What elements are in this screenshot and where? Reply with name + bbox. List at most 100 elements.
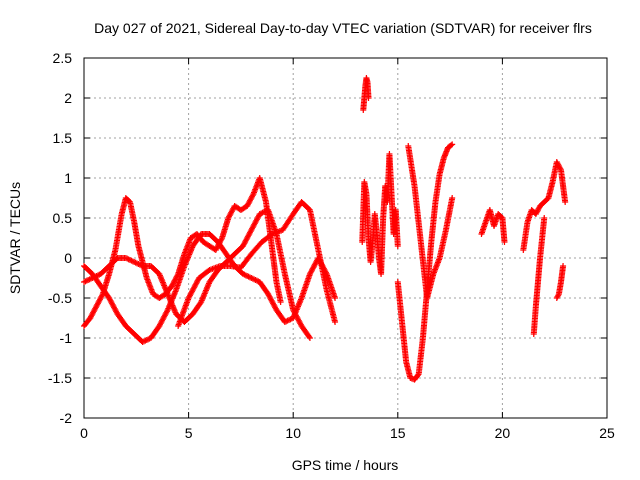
data-point [554,293,561,300]
data-point [246,231,253,237]
data-point [162,311,169,317]
data-point [295,317,302,324]
data-point [241,240,248,247]
data-point [157,320,164,327]
data-point [139,339,146,345]
series-spike-13 [360,75,372,113]
data-point [249,225,256,232]
data-point [296,319,303,325]
data-point [297,320,304,327]
data-point [136,261,143,268]
data-point [106,295,113,301]
data-point [83,277,90,284]
data-point [87,275,94,282]
data-point [267,295,274,301]
data-point [556,164,563,171]
data-point [277,299,284,305]
data-point [127,257,134,263]
data-point [255,213,262,220]
data-point [246,199,253,205]
y-tick-label: -2 [60,410,73,426]
x-axis-label: GPS time / hours [292,457,399,473]
data-point [158,319,165,325]
x-tick-label: 15 [390,425,406,441]
data-point [258,210,265,217]
grid-lines [84,58,607,418]
data-point [156,323,163,329]
data-point [82,278,89,285]
x-tick-label: 0 [80,425,88,441]
data-point [244,273,251,279]
series-tail-22 [553,263,567,301]
data-point [187,291,194,297]
data-point [253,216,260,223]
data-point [163,308,170,315]
data-point [284,317,291,324]
data-point [132,259,139,266]
data-point [254,215,261,221]
data-point [311,261,318,268]
data-point [242,239,249,245]
data-point [251,276,258,283]
data-point [535,205,542,212]
data-point [272,304,279,311]
data-point [562,199,569,205]
data-point [168,283,175,289]
data-point [125,256,132,263]
data-point [94,301,101,308]
data-point [90,274,97,281]
data-point [92,305,99,312]
data-point [92,273,99,280]
data-point [112,307,119,313]
data-point [560,263,567,269]
y-tick-label: 2.5 [53,50,73,66]
data-point [106,296,113,303]
data-point [532,211,539,217]
data-point [170,280,177,287]
data-point [306,335,313,341]
data-point [253,277,260,284]
data-point [245,200,252,207]
series-track-c [81,207,313,341]
data-point [226,213,233,220]
data-point [87,315,94,321]
data-point [96,297,103,304]
data-point [161,312,168,319]
y-tick-label: 0 [64,250,72,266]
series-drop-21 [530,215,548,337]
data-points [81,75,569,383]
data-point [86,276,93,283]
data-point [253,217,260,224]
data-point [129,258,136,265]
y-axis-label: SDTVAR / TECUs [7,182,23,294]
data-point [448,142,455,149]
data-point [228,208,235,215]
data-point [131,259,138,265]
data-point [186,293,193,300]
data-point [332,295,339,301]
data-point [110,303,117,309]
chart-title: Day 027 of 2021, Sidereal Day-to-day VTE… [94,20,592,36]
plot-frame [83,57,608,419]
data-point [85,277,92,283]
data-point [142,337,149,344]
data-point [449,141,456,148]
data-point [306,333,313,340]
data-point [294,315,301,321]
data-point [252,219,259,225]
data-point [93,273,100,279]
data-point [108,299,115,305]
data-point [241,271,248,278]
data-point [110,304,117,311]
data-point [242,272,249,279]
data-point [189,287,196,293]
y-tick-label: 1.5 [53,130,73,146]
data-point [554,160,561,167]
data-point [291,309,298,316]
data-point [247,196,254,203]
data-point [394,243,401,249]
data-point [111,305,118,312]
series-cluster-21 [520,159,569,253]
data-point [295,316,302,323]
data-point [449,195,456,201]
